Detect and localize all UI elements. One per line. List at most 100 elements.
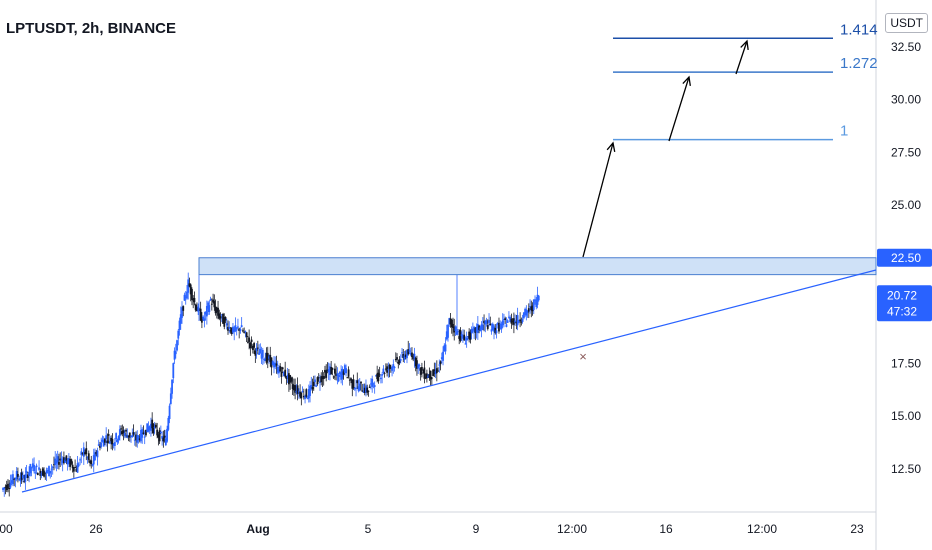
candle-body — [204, 311, 207, 315]
candle-body — [459, 330, 462, 341]
candle-body — [199, 308, 202, 321]
x-tick-label: 9 — [473, 522, 480, 536]
y-tick-label: 12.50 — [891, 462, 921, 476]
candle-body — [213, 301, 216, 308]
candle-body — [520, 321, 523, 323]
candle-body — [289, 375, 292, 383]
candle-body — [485, 320, 488, 324]
candle-body — [484, 320, 487, 325]
candle-body — [208, 305, 211, 312]
candle-body — [478, 325, 480, 330]
candle-body — [443, 345, 446, 352]
candle-body — [365, 385, 367, 393]
candle-body — [106, 440, 109, 444]
candle-body — [508, 316, 510, 318]
candle-body — [113, 442, 116, 446]
candle-body — [30, 467, 33, 469]
candle-body — [457, 331, 459, 333]
candle-body — [80, 451, 83, 456]
candle-body — [9, 482, 12, 488]
candle-body — [223, 317, 226, 327]
candle-body — [141, 429, 144, 438]
candle-body — [320, 376, 323, 383]
candle-body — [36, 472, 39, 476]
candle-body — [367, 390, 370, 392]
candle-body — [14, 478, 17, 480]
candle-body — [192, 298, 195, 301]
candle-body — [536, 294, 539, 305]
candle-body — [521, 319, 524, 322]
resistance-zone — [198, 257, 877, 276]
candle-body — [414, 357, 417, 367]
candle-body — [378, 374, 381, 376]
candle-body — [483, 320, 485, 323]
candle-body — [517, 320, 520, 323]
candle-body — [519, 319, 522, 322]
x-tick-label: 12:00 — [747, 522, 777, 536]
x-tick-label: 23 — [850, 522, 864, 536]
candle-body — [285, 375, 288, 380]
candle-body — [111, 438, 114, 445]
candle-body — [70, 459, 73, 464]
candle-body — [193, 297, 196, 303]
projection-arrow — [668, 76, 690, 142]
currency-label[interactable]: USDT — [885, 13, 928, 33]
candle-body — [526, 311, 529, 313]
candle-body — [71, 464, 74, 469]
candle-body — [424, 377, 427, 379]
candle-body — [225, 323, 228, 326]
candle-body — [29, 463, 32, 474]
candle-body — [45, 470, 48, 474]
candle-body — [393, 366, 396, 369]
candle-body — [417, 364, 420, 369]
candle-body — [5, 485, 8, 491]
candle-body — [408, 350, 411, 352]
candle-body — [38, 467, 40, 470]
candle-body — [347, 369, 350, 377]
candle-body — [15, 471, 18, 480]
candle-body — [189, 284, 192, 295]
candle-body — [17, 473, 19, 477]
candle-body — [196, 307, 198, 312]
candle-body — [530, 306, 533, 311]
candle-body — [147, 426, 150, 432]
candle-body — [116, 439, 119, 443]
candle-body — [464, 343, 467, 345]
candle-body — [46, 470, 49, 472]
candle-body — [511, 320, 514, 322]
candle-body — [350, 378, 352, 381]
candle-body — [529, 306, 531, 308]
candle-body — [480, 324, 483, 330]
candle-body — [229, 330, 232, 332]
candle-body — [21, 475, 24, 479]
candle-body — [422, 372, 425, 374]
candle-body — [409, 352, 412, 355]
candle-body — [123, 432, 126, 437]
candle-body — [20, 472, 23, 480]
candle-body — [69, 458, 72, 467]
candle-body — [434, 370, 437, 374]
candle-body — [55, 460, 58, 464]
candle-body — [249, 342, 252, 349]
candle-body — [419, 368, 422, 375]
candle-body — [77, 464, 80, 466]
candle-body — [224, 317, 227, 321]
candle-body — [53, 464, 55, 466]
candle-body — [13, 478, 16, 480]
candle-body — [421, 367, 423, 371]
candle-body — [90, 460, 93, 465]
candle-body — [263, 358, 265, 360]
candle-body — [59, 458, 62, 461]
candle-body — [35, 465, 38, 468]
candle-body — [270, 357, 273, 368]
candle-body — [4, 486, 7, 488]
candle-body — [454, 326, 457, 331]
candle-body — [109, 441, 111, 444]
candle-body — [212, 299, 214, 303]
candle-body — [87, 453, 90, 460]
candle-body — [194, 304, 197, 311]
candle-body — [490, 329, 493, 332]
candle-body — [332, 376, 335, 378]
candle-body — [138, 438, 141, 441]
